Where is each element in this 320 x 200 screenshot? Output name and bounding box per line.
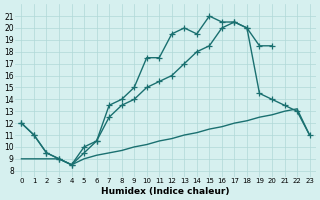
X-axis label: Humidex (Indice chaleur): Humidex (Indice chaleur) xyxy=(101,187,230,196)
